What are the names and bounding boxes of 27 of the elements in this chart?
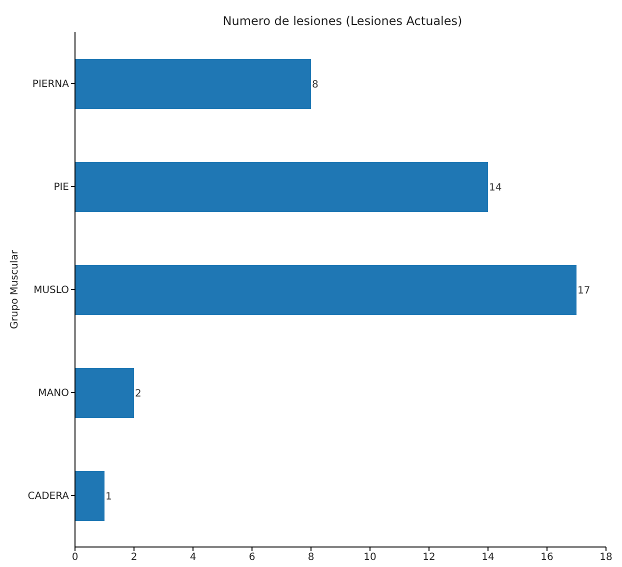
bar xyxy=(75,471,104,521)
bar xyxy=(75,368,134,418)
data-label: 14 xyxy=(489,182,502,194)
data-label: 2 xyxy=(135,388,142,400)
x-tick-label: 6 xyxy=(248,552,256,564)
data-label: 17 xyxy=(578,286,590,297)
y-tick-label: PIERNA xyxy=(32,79,70,90)
x-tick-label: 0 xyxy=(72,552,78,564)
x-tick-label: 4 xyxy=(190,552,196,564)
y-axis-title: Grupo Muscular xyxy=(10,249,21,329)
x-tick-label: 12 xyxy=(422,552,436,564)
x-tick-label: 16 xyxy=(540,552,554,564)
y-tick-label: MUSLO xyxy=(34,285,70,296)
bar xyxy=(75,59,311,109)
y-tick-label: CADERA xyxy=(28,491,70,502)
data-label: 1 xyxy=(106,492,112,503)
x-tick-label: 18 xyxy=(600,552,612,564)
y-tick-label: MANO xyxy=(38,388,70,400)
data-label: 8 xyxy=(312,80,318,91)
x-tick-label: 2 xyxy=(130,552,138,564)
x-tick-label: 8 xyxy=(308,552,314,564)
x-tick-label: 10 xyxy=(364,552,376,564)
bar xyxy=(75,162,488,212)
x-tick-label: 14 xyxy=(482,552,494,564)
y-tick-label: PIE xyxy=(54,182,69,194)
bar xyxy=(75,265,576,315)
chart-title: Numero de lesiones (Lesiones Actuales) xyxy=(222,14,464,28)
